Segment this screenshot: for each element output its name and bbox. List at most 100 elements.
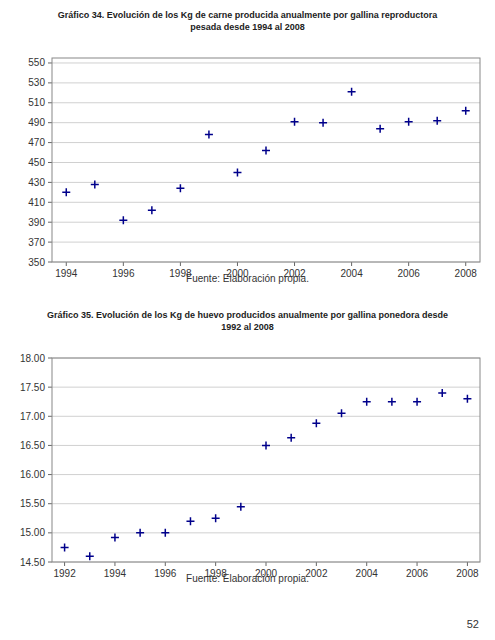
point: [237, 503, 245, 511]
chart-title: Gráfico 35. Evolución de los Kg de huevo…: [47, 310, 448, 332]
y-tick: [48, 102, 52, 103]
x-tick-label: 2004: [340, 268, 363, 279]
grid-line: [52, 122, 480, 123]
x-tick: [64, 562, 65, 566]
y-tick-label: 550: [28, 57, 45, 68]
y-tick: [48, 222, 52, 223]
x-tick-label: 1994: [104, 568, 127, 579]
title-line: 1992 al 2008: [221, 322, 274, 332]
point: [86, 552, 94, 560]
y-tick: [48, 202, 52, 203]
x-tick: [215, 562, 216, 566]
x-tick: [465, 262, 466, 266]
point: [363, 398, 371, 406]
point: [119, 216, 127, 224]
point: [388, 398, 396, 406]
grid-line: [52, 62, 480, 63]
grid-line: [52, 532, 480, 533]
plot-frame: [52, 58, 480, 262]
point: [287, 434, 295, 442]
x-tick-label: 1992: [53, 568, 76, 579]
plot-frame: [52, 358, 480, 562]
y-tick-label: 370: [28, 237, 45, 248]
point: [61, 543, 69, 551]
grid-line: [52, 416, 480, 417]
point: [462, 107, 470, 115]
title-line: Gráfico 35. Evolución de los Kg de huevo…: [47, 310, 448, 320]
y-tick: [48, 503, 52, 504]
grid-line: [52, 222, 480, 223]
point: [262, 441, 270, 449]
x-tick: [408, 262, 409, 266]
page: Gráfico 34. Evolución de los Kg de carne…: [0, 0, 495, 640]
points: [61, 389, 472, 560]
grid-line: [52, 202, 480, 203]
page-number: 52: [467, 618, 479, 630]
point: [376, 125, 384, 133]
chart-title: Gráfico 34. Evolución de los Kg de carne…: [58, 10, 439, 32]
grid-line: [52, 242, 480, 243]
grid-line: [52, 142, 480, 143]
point: [338, 409, 346, 417]
y-tick-label: 530: [28, 77, 45, 88]
y-tick: [48, 122, 52, 123]
y-tick-label: 16.50: [20, 440, 45, 451]
y-tick-label: 16.00: [20, 469, 45, 480]
x-tick-label: 2008: [455, 268, 478, 279]
x-tick: [237, 262, 238, 266]
source: Fuente: Elaboración propia.: [186, 273, 309, 284]
x-tick: [114, 562, 115, 566]
point: [91, 180, 99, 188]
y-tick: [48, 387, 52, 388]
y-tick: [48, 162, 52, 163]
y-tick-label: 350: [28, 257, 45, 268]
point: [405, 118, 413, 126]
y-tick: [48, 532, 52, 533]
point: [262, 147, 270, 155]
y-tick: [48, 474, 52, 475]
x-tick: [123, 262, 124, 266]
grid-line: [52, 182, 480, 183]
x-tick-label: 2006: [398, 268, 421, 279]
grid-line: [52, 162, 480, 163]
y-tick-label: 17.00: [20, 411, 45, 422]
y-tick-label: 17.50: [20, 382, 45, 393]
y-tick-label: 490: [28, 117, 45, 128]
chart: Gráfico 35. Evolución de los Kg de huevo…: [20, 310, 480, 584]
point: [463, 395, 471, 403]
point: [413, 398, 421, 406]
y-tick: [48, 562, 52, 563]
point: [433, 117, 441, 125]
y-tick-label: 15.00: [20, 527, 45, 538]
chart: Gráfico 34. Evolución de los Kg de carne…: [28, 10, 480, 284]
x-tick: [366, 562, 367, 566]
x-tick-label: 2004: [356, 568, 379, 579]
x-tick-label: 2008: [456, 568, 479, 579]
y-tick: [48, 358, 52, 359]
y-tick: [48, 182, 52, 183]
grid-line: [52, 102, 480, 103]
x-tick: [351, 262, 352, 266]
x-tick: [294, 262, 295, 266]
y-tick: [48, 445, 52, 446]
point: [291, 118, 299, 126]
y-tick-label: 430: [28, 177, 45, 188]
y-tick-label: 410: [28, 197, 45, 208]
y-tick-label: 390: [28, 217, 45, 228]
title-line: pesada desde 1994 al 2008: [190, 22, 305, 32]
grid-line: [52, 387, 480, 388]
y-tick-label: 14.50: [20, 557, 45, 568]
x-tick: [417, 562, 418, 566]
point: [348, 88, 356, 96]
x-tick: [266, 562, 267, 566]
y-tick-label: 15.50: [20, 498, 45, 509]
x-tick-label: 1996: [154, 568, 177, 579]
point: [111, 534, 119, 542]
y-tick-label: 510: [28, 97, 45, 108]
points: [62, 88, 469, 224]
y-tick: [48, 262, 52, 263]
x-tick: [165, 562, 166, 566]
point: [233, 168, 241, 176]
point: [62, 188, 70, 196]
background: [0, 0, 495, 640]
